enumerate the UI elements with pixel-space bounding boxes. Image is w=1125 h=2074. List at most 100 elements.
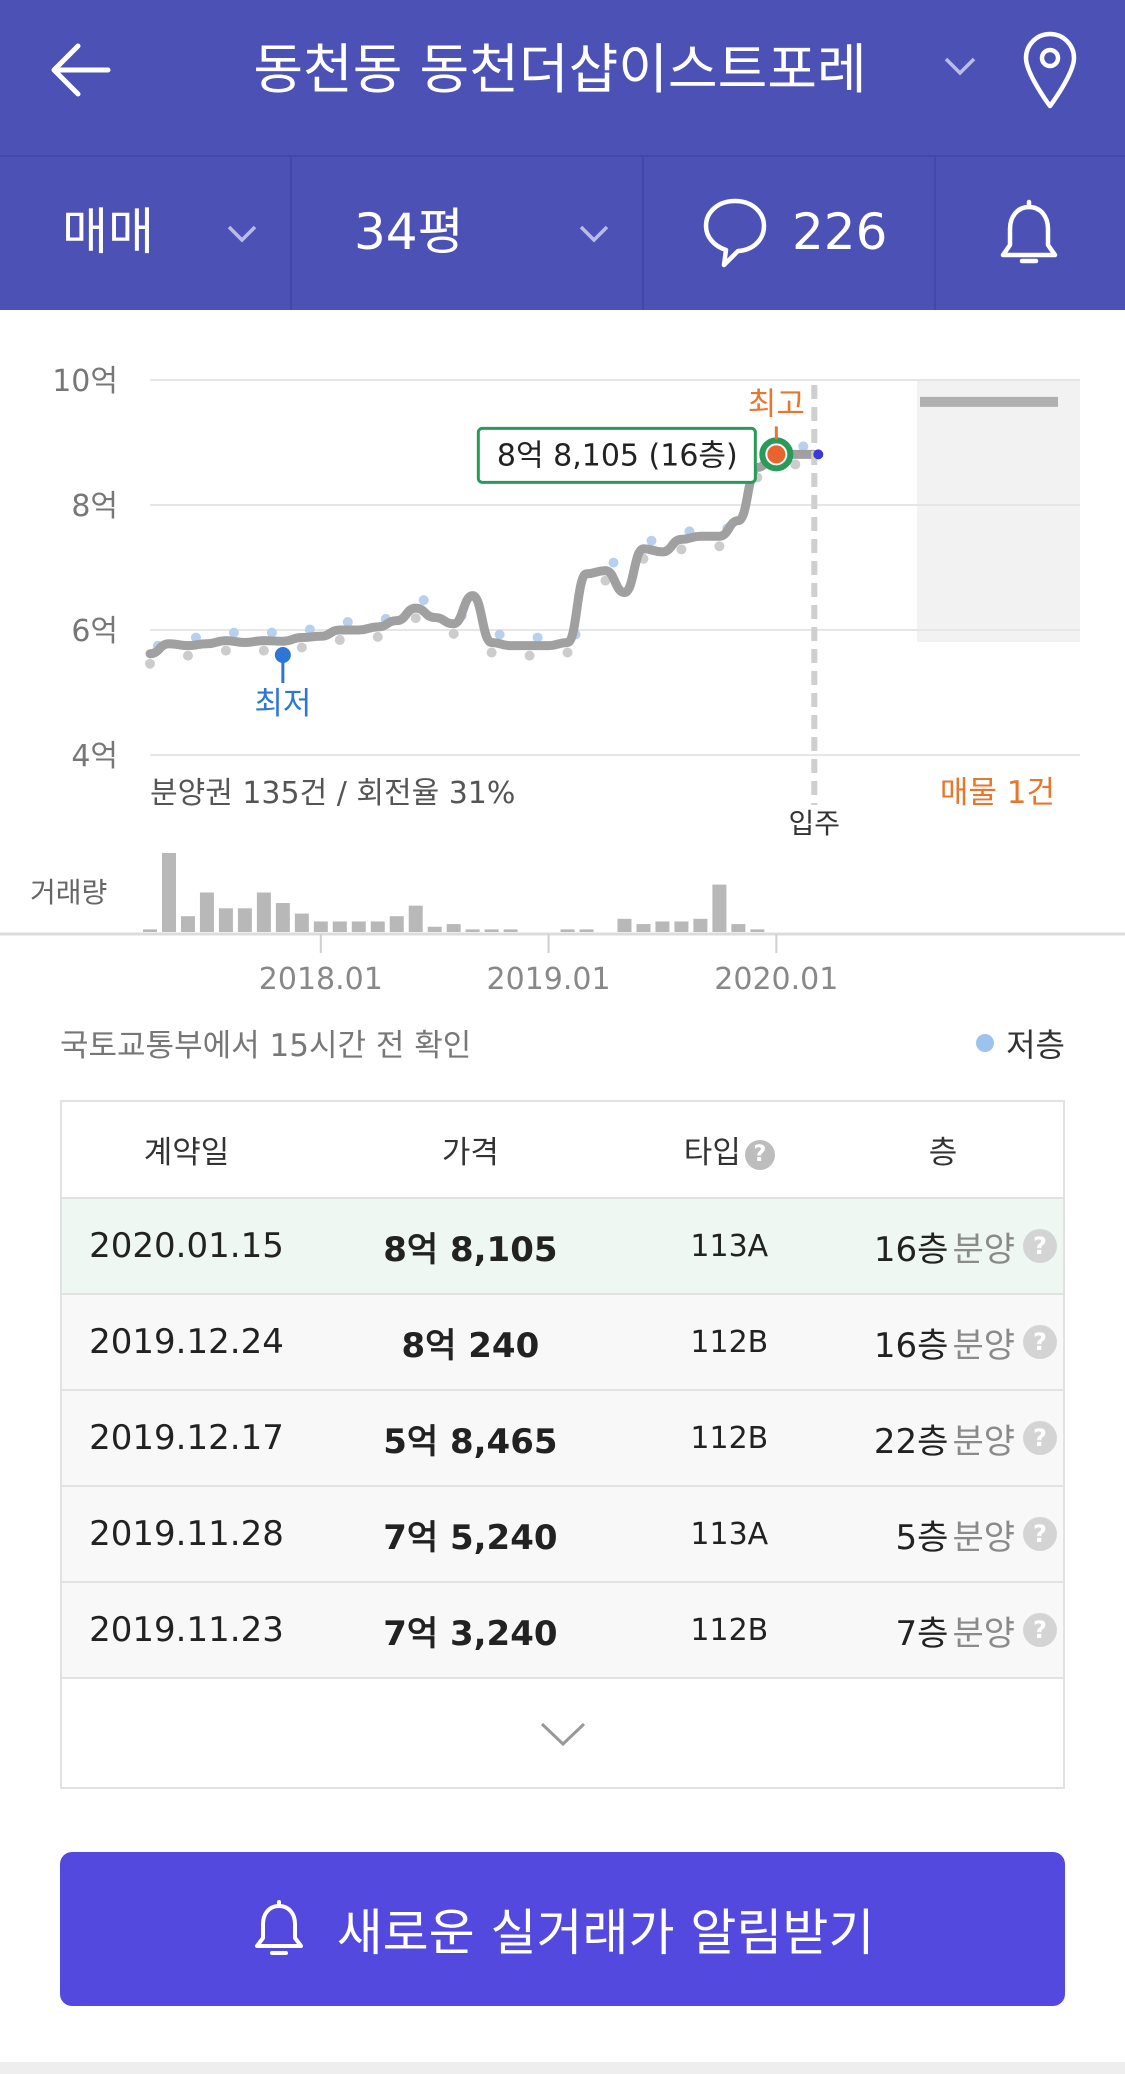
low-floor-dot: [342, 617, 353, 627]
low-floor-dot: [418, 595, 429, 606]
low-floor-dot: [646, 535, 657, 546]
chevron-down-icon: [540, 1722, 585, 1747]
row-price: 5억 8,465: [383, 1421, 558, 1462]
table-row[interactable]: 2020.01.15 8억 8,105 113A 16층 분양?: [62, 1199, 1063, 1295]
volume-bar: [731, 924, 746, 932]
row-floor: 16층: [873, 1325, 949, 1366]
row-type: 112B: [690, 1420, 769, 1456]
help-icon[interactable]: ?: [1023, 1229, 1057, 1263]
volume-bar: [674, 921, 689, 932]
filter-bar: 매매 34평 226: [0, 155, 1125, 310]
legend-dot: [976, 1034, 995, 1052]
speech-bubble-icon: [703, 198, 767, 268]
col-floor: 층: [928, 1135, 958, 1171]
col-date: 계약일: [143, 1135, 230, 1171]
volume-bar: [313, 921, 328, 932]
row-floor: 16층: [873, 1229, 949, 1270]
row-price: 8억 240: [401, 1325, 540, 1366]
row-price: 8억 8,105: [383, 1229, 558, 1270]
help-icon[interactable]: ?: [1023, 1517, 1057, 1551]
low-label: 최저: [254, 686, 311, 722]
y-tick-label: 6억: [71, 614, 118, 649]
x-tick-label: 2019.01: [487, 962, 611, 997]
stats-text: 분양권 135건 / 회전율 31%: [150, 776, 515, 811]
volume-bar: [180, 916, 195, 932]
trade-dot: [676, 544, 687, 555]
volume-label: 거래량: [30, 876, 107, 909]
trade-dot: [524, 650, 535, 661]
chevron-down-icon[interactable]: [940, 45, 980, 85]
help-icon[interactable]: ?: [1023, 1325, 1057, 1359]
chevron-down-icon: [227, 225, 257, 243]
arrow-left-icon: [51, 43, 111, 97]
low-floor-dot: [304, 624, 315, 635]
volume-bars: [143, 853, 765, 932]
row-type: 112B: [690, 1612, 769, 1648]
volume-bar: [484, 929, 499, 932]
row-type: 113A: [690, 1228, 769, 1264]
price-alert-button[interactable]: 새로운 실거래가 알림받기: [60, 1852, 1065, 2006]
row-date: 2019.11.23: [89, 1610, 284, 1650]
trade-type-label: 매매: [62, 203, 154, 261]
location-button[interactable]: [1015, 25, 1085, 115]
low-floor-dot: [532, 632, 543, 643]
low-floor-dot: [608, 557, 619, 568]
volume-bar: [294, 913, 309, 932]
area-label: 34평: [354, 203, 464, 261]
latest-trade-dot: [813, 449, 824, 460]
col-price: 가격: [441, 1135, 499, 1171]
notification-button[interactable]: [936, 157, 1125, 310]
table-row[interactable]: 2019.11.28 7억 5,240 113A 5층 분양?: [62, 1487, 1063, 1583]
row-price: 7억 5,240: [383, 1517, 558, 1558]
trade-type-select[interactable]: 매매: [0, 157, 292, 310]
help-icon[interactable]: ?: [1023, 1421, 1057, 1455]
data-source-text: 국토교통부에서 15시간 전 확인: [60, 1028, 472, 1064]
app-header: 동천동 동천더샵이스트포레: [0, 0, 1125, 155]
row-type: 112B: [690, 1324, 769, 1360]
listing-count[interactable]: 매물 1건: [940, 775, 1055, 811]
comments-button[interactable]: 226: [644, 157, 936, 310]
volume-bar: [161, 853, 176, 932]
trade-dot: [145, 658, 155, 669]
trade-dot: [372, 631, 383, 642]
col-type[interactable]: 타입?: [630, 1127, 829, 1172]
table-row[interactable]: 2019.12.17 5억 8,465 112B 22층 분양?: [62, 1391, 1063, 1487]
row-type: 113A: [690, 1516, 769, 1552]
volume-bar: [143, 929, 157, 932]
page-title[interactable]: 동천동 동천더샵이스트포레: [253, 38, 867, 101]
volume-bar: [560, 929, 575, 932]
low-floor-dot: [266, 627, 277, 638]
trade-dot: [334, 635, 345, 645]
volume-bar: [712, 884, 727, 932]
trade-table: 계약일 가격 타입? 층 2020.01.15 8억 8,105 113A 16…: [60, 1100, 1065, 1789]
volume-bar: [446, 924, 461, 932]
trade-dot: [220, 645, 231, 656]
row-floor-cell: 16층 분양?: [829, 1318, 1063, 1367]
help-icon[interactable]: ?: [744, 1139, 775, 1170]
volume-bar: [389, 916, 404, 932]
volume-bar: [256, 892, 271, 932]
table-row[interactable]: 2019.11.23 7억 3,240 112B 7층 분양?: [62, 1583, 1063, 1679]
high-label: 최고: [748, 386, 805, 422]
row-floor-cell: 16층 분양?: [829, 1222, 1063, 1271]
table-header: 계약일 가격 타입? 층: [62, 1102, 1063, 1199]
table-row[interactable]: 2019.12.24 8억 240 112B 16층 분양?: [62, 1295, 1063, 1391]
area-select[interactable]: 34평: [292, 157, 644, 310]
trade-dot: [410, 613, 421, 624]
volume-bar: [199, 892, 214, 932]
back-button[interactable]: [40, 30, 120, 110]
show-more-button[interactable]: [62, 1679, 1063, 1787]
row-tag: 분양: [952, 1325, 1015, 1366]
help-icon[interactable]: ?: [1023, 1613, 1057, 1647]
trade-dot: [600, 575, 611, 586]
price-trend-line: [145, 449, 819, 659]
map-pin-icon: [1023, 31, 1077, 109]
volume-bar: [636, 924, 651, 932]
listing-zone: [917, 380, 1080, 642]
x-tick-label: 2018.01: [259, 962, 383, 997]
volume-bar: [351, 921, 366, 932]
row-tag: 분양: [952, 1229, 1015, 1270]
price-chart[interactable]: 10억 8억 6억 4억 최고 8억 8,105 (16층) 최저 분양권 135건 …: [0, 310, 1125, 1010]
row-tag: 분양: [952, 1421, 1015, 1462]
volume-bar: [617, 918, 632, 932]
